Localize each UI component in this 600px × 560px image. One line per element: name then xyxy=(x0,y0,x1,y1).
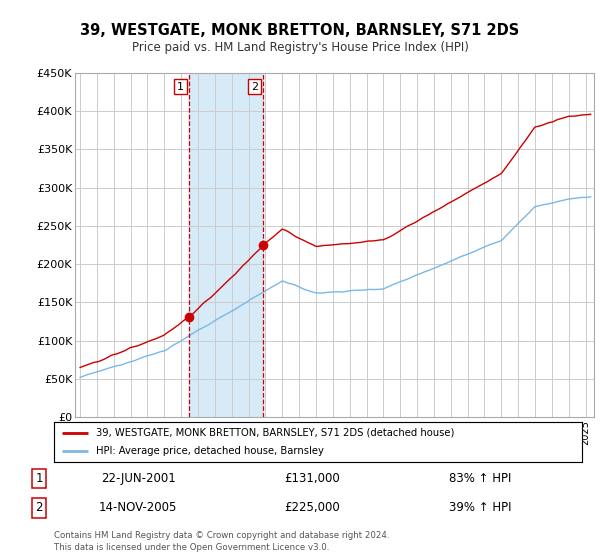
Text: 1: 1 xyxy=(35,472,43,485)
Text: HPI: Average price, detached house, Barnsley: HPI: Average price, detached house, Barn… xyxy=(96,446,324,456)
Text: 39% ↑ HPI: 39% ↑ HPI xyxy=(449,501,511,514)
Text: 2: 2 xyxy=(35,501,43,514)
Text: 83% ↑ HPI: 83% ↑ HPI xyxy=(449,472,511,485)
Text: 1: 1 xyxy=(177,82,184,92)
Text: Contains HM Land Registry data © Crown copyright and database right 2024.
This d: Contains HM Land Registry data © Crown c… xyxy=(54,531,389,552)
Text: 14-NOV-2005: 14-NOV-2005 xyxy=(99,501,177,514)
Text: 22-JUN-2001: 22-JUN-2001 xyxy=(101,472,175,485)
Text: 2: 2 xyxy=(251,82,259,92)
Text: 39, WESTGATE, MONK BRETTON, BARNSLEY, S71 2DS: 39, WESTGATE, MONK BRETTON, BARNSLEY, S7… xyxy=(80,24,520,38)
Text: £131,000: £131,000 xyxy=(284,472,340,485)
Text: £225,000: £225,000 xyxy=(284,501,340,514)
Text: 39, WESTGATE, MONK BRETTON, BARNSLEY, S71 2DS (detached house): 39, WESTGATE, MONK BRETTON, BARNSLEY, S7… xyxy=(96,428,455,437)
Text: Price paid vs. HM Land Registry's House Price Index (HPI): Price paid vs. HM Land Registry's House … xyxy=(131,41,469,54)
Bar xyxy=(189,73,263,417)
